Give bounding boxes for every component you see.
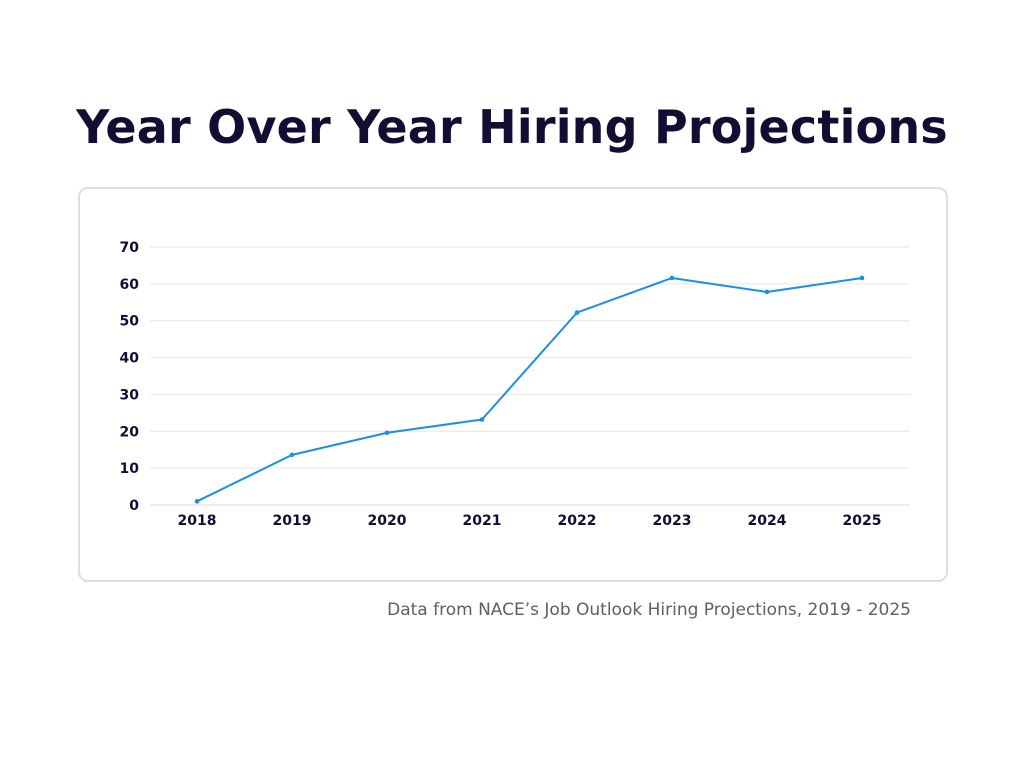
source-note: Data from NACE’s Job Outlook Hiring Proj… (387, 600, 911, 620)
y-tick-label: 50 (120, 314, 140, 330)
y-tick-label: 40 (120, 351, 140, 367)
x-tick-label: 2023 (653, 513, 692, 529)
y-tick-label: 10 (120, 461, 140, 477)
grid-layer (150, 246, 910, 506)
line-chart: 0 10 20 30 40 50 60 70 2018 2019 2020 2021 2022 2023… (120, 240, 910, 529)
series-line (196, 276, 863, 503)
series-layer (194, 275, 865, 504)
x-tick-label: 2021 (463, 513, 502, 529)
data-point (859, 275, 865, 281)
y-tick-label: 70 (120, 240, 140, 256)
x-tick-label: 2019 (273, 513, 312, 529)
x-tick-label: 2020 (368, 513, 407, 529)
data-point (479, 417, 485, 422)
data-point (289, 452, 295, 458)
x-tick-label: 2022 (558, 513, 597, 529)
x-axis-ticks: 2018 2019 2020 2021 2022 2023 2024 2025 (178, 513, 882, 529)
data-point (574, 310, 580, 315)
page-title: Year Over Year Hiring Projections (76, 100, 948, 154)
y-tick-label: 0 (129, 498, 139, 514)
x-tick-label: 2018 (178, 513, 217, 529)
y-tick-label: 20 (120, 424, 140, 440)
data-point (669, 275, 675, 281)
data-point (194, 499, 200, 504)
data-point (764, 289, 770, 295)
x-tick-label: 2024 (748, 513, 787, 529)
x-tick-label: 2025 (843, 513, 882, 529)
y-axis-ticks: 0 10 20 30 40 50 60 70 (120, 240, 140, 514)
y-tick-label: 60 (120, 277, 140, 293)
y-tick-label: 30 (120, 387, 140, 403)
data-point (384, 430, 390, 436)
chart-card: 0 10 20 30 40 50 60 70 2018 2019 2020 2021 2022 2023… (78, 187, 948, 582)
